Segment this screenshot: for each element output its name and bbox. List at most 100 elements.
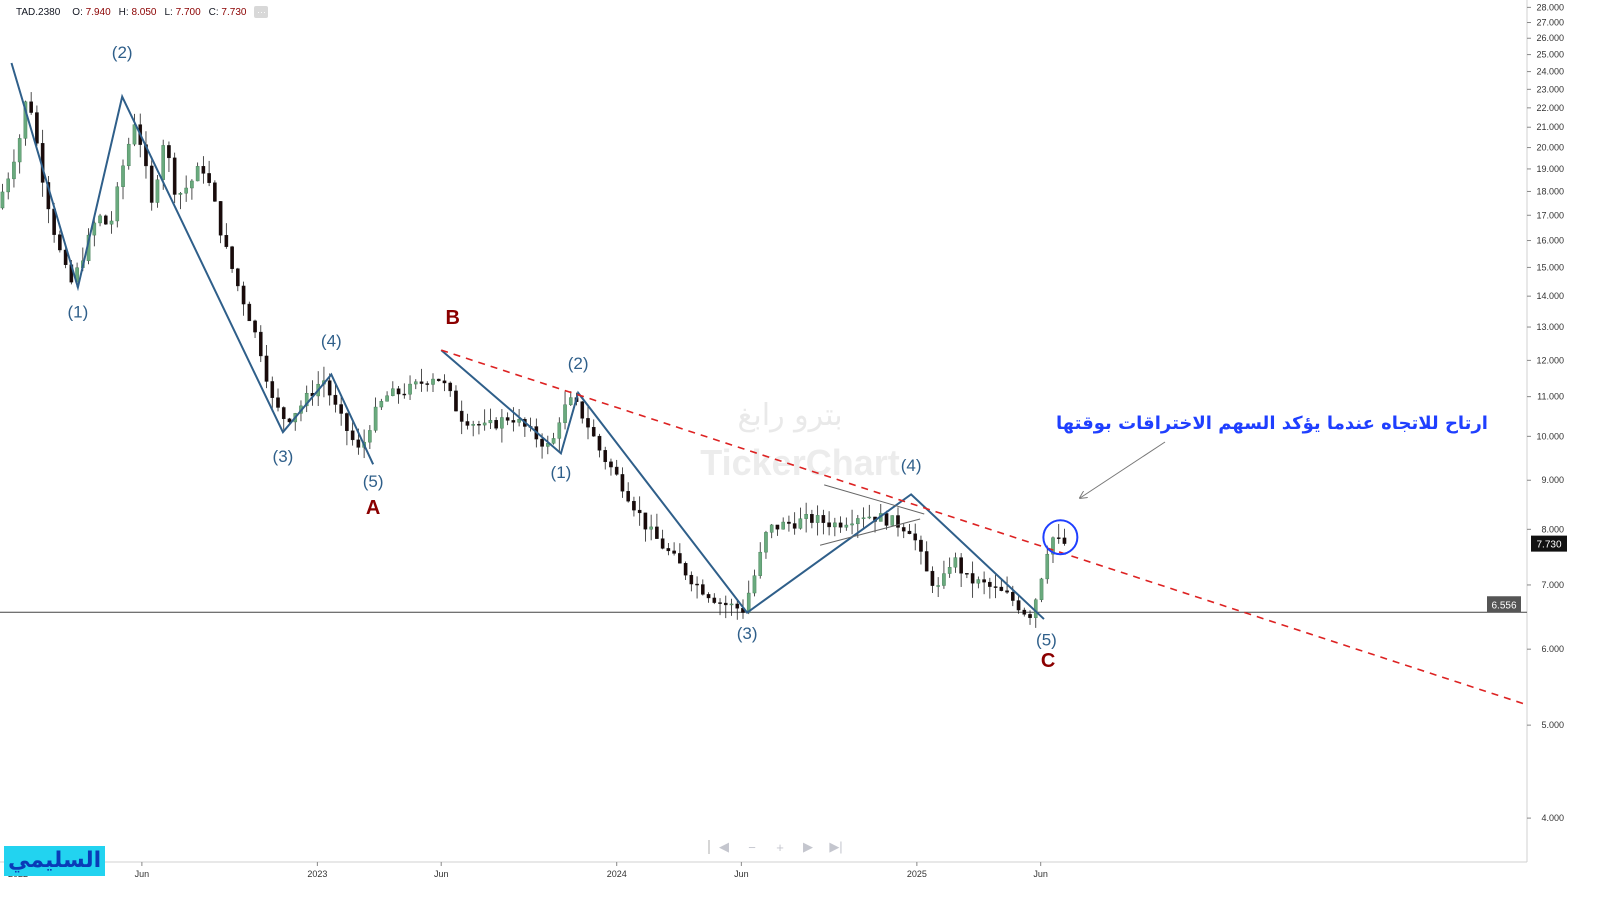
candle-body xyxy=(1022,609,1027,615)
y-tick-label: 16.000 xyxy=(1536,236,1564,246)
candle-body xyxy=(1005,590,1009,593)
wave-label: (5) xyxy=(1036,631,1057,650)
candle-body xyxy=(0,191,5,209)
candle-body xyxy=(551,438,556,444)
candle-body xyxy=(850,523,854,526)
candle-body xyxy=(213,182,217,202)
candle-body xyxy=(999,586,1004,591)
candle-body xyxy=(454,390,458,412)
symbol-label[interactable]: TAD.2380 xyxy=(16,6,61,18)
candle-body xyxy=(350,430,355,441)
candle-body xyxy=(810,514,814,523)
more-options-button[interactable]: ··· xyxy=(254,6,269,18)
y-tick-label: 20.000 xyxy=(1536,143,1564,153)
candle-body xyxy=(431,378,435,385)
candle-body xyxy=(982,579,986,583)
annotation-arrow xyxy=(1080,441,1166,498)
ohlc-legend: TAD.2380 O: 7.940 H: 8.050 L: 7.700 C: 7… xyxy=(16,6,269,18)
candle-body xyxy=(723,602,728,606)
candle-body xyxy=(626,490,630,502)
candle-body xyxy=(683,563,688,576)
candle-body xyxy=(798,518,803,529)
candle-body xyxy=(132,124,137,145)
wave-label: (3) xyxy=(273,447,294,466)
candle-body xyxy=(695,583,699,586)
candle-body xyxy=(1056,537,1061,539)
wave-label: (4) xyxy=(901,456,922,475)
candle-body xyxy=(609,461,613,468)
candle-body xyxy=(58,234,62,251)
candle-body xyxy=(23,101,28,139)
wave-label-major: C xyxy=(1041,650,1055,672)
candle-body xyxy=(1062,537,1067,544)
candle-body xyxy=(672,550,676,554)
candle-body xyxy=(976,579,981,584)
candle-body xyxy=(735,603,740,609)
candle-body xyxy=(258,331,263,357)
y-tick-label: 28.000 xyxy=(1536,2,1564,12)
candle-body xyxy=(1045,553,1050,580)
candle-body xyxy=(775,524,780,530)
y-tick-label: 7.000 xyxy=(1541,580,1564,590)
candle-body xyxy=(385,395,389,402)
candle-body xyxy=(517,418,521,423)
candle-body xyxy=(345,413,349,431)
candle-body xyxy=(505,417,510,421)
candle-body xyxy=(224,235,229,247)
y-tick-label: 21.000 xyxy=(1536,122,1564,132)
y-tick-label: 13.000 xyxy=(1536,322,1564,332)
wave-label: (2) xyxy=(568,354,589,373)
candle-body xyxy=(459,410,464,422)
wave-label: (1) xyxy=(68,303,89,322)
candle-body xyxy=(327,380,332,396)
scroll-left-icon[interactable]: ◀ xyxy=(719,839,729,854)
candle-body xyxy=(264,355,269,382)
candle-body xyxy=(586,418,590,428)
candle-body xyxy=(482,422,487,426)
candle-body xyxy=(815,515,820,523)
x-tick-label: Jun xyxy=(1033,869,1048,879)
candle-body xyxy=(121,165,125,187)
candle-body xyxy=(884,513,889,526)
x-tick-label: Jun xyxy=(734,869,749,879)
descending-trendline xyxy=(440,349,1528,706)
y-tick-label: 23.000 xyxy=(1536,84,1564,94)
y-tick-label: 4.000 xyxy=(1541,813,1564,823)
candle-body xyxy=(838,522,843,528)
candle-body xyxy=(655,526,659,539)
candle-body xyxy=(184,187,188,194)
candle-body xyxy=(149,165,154,203)
high-label: H: xyxy=(118,6,129,18)
candle-body xyxy=(643,512,648,530)
candle-body xyxy=(833,522,837,528)
open-value: 7.940 xyxy=(85,6,111,18)
scroll-to-end-icon[interactable]: ▶| xyxy=(829,839,843,854)
scroll-right-icon[interactable]: ▶ xyxy=(803,839,813,854)
annotation: ارتاح للاتجاه عندما يؤكد السهم الاختراقا… xyxy=(1056,413,1488,498)
y-tick-label: 17.000 xyxy=(1536,210,1564,220)
zoom-in-icon[interactable]: + xyxy=(776,839,784,855)
candle-body xyxy=(241,285,246,305)
wave-label: (3) xyxy=(737,624,758,643)
candle-body xyxy=(109,220,114,225)
close-value: 7.730 xyxy=(221,6,247,18)
candle-body xyxy=(947,567,952,574)
y-tick-label: 18.000 xyxy=(1536,186,1564,196)
y-tick-label: 26.000 xyxy=(1536,33,1564,43)
candle-body xyxy=(1051,537,1055,555)
candle-body xyxy=(580,401,585,419)
candle-body xyxy=(402,393,407,396)
candle-body xyxy=(890,515,895,526)
candle-body xyxy=(540,438,544,447)
wave-labels: (2)(1)(3)(4)(5)AB(2)(1)(3)(4)(5)C xyxy=(68,43,1057,672)
y-tick-label: 14.000 xyxy=(1536,291,1564,301)
x-tick-label: Jun xyxy=(135,869,150,879)
candle-body xyxy=(494,420,498,429)
candle-body xyxy=(919,539,923,552)
zoom-out-icon[interactable]: − xyxy=(748,839,756,855)
x-tick-label: 2023 xyxy=(307,869,327,879)
wave-label-major: A xyxy=(366,497,380,519)
candle-body xyxy=(247,303,252,322)
candle-body xyxy=(856,518,860,525)
